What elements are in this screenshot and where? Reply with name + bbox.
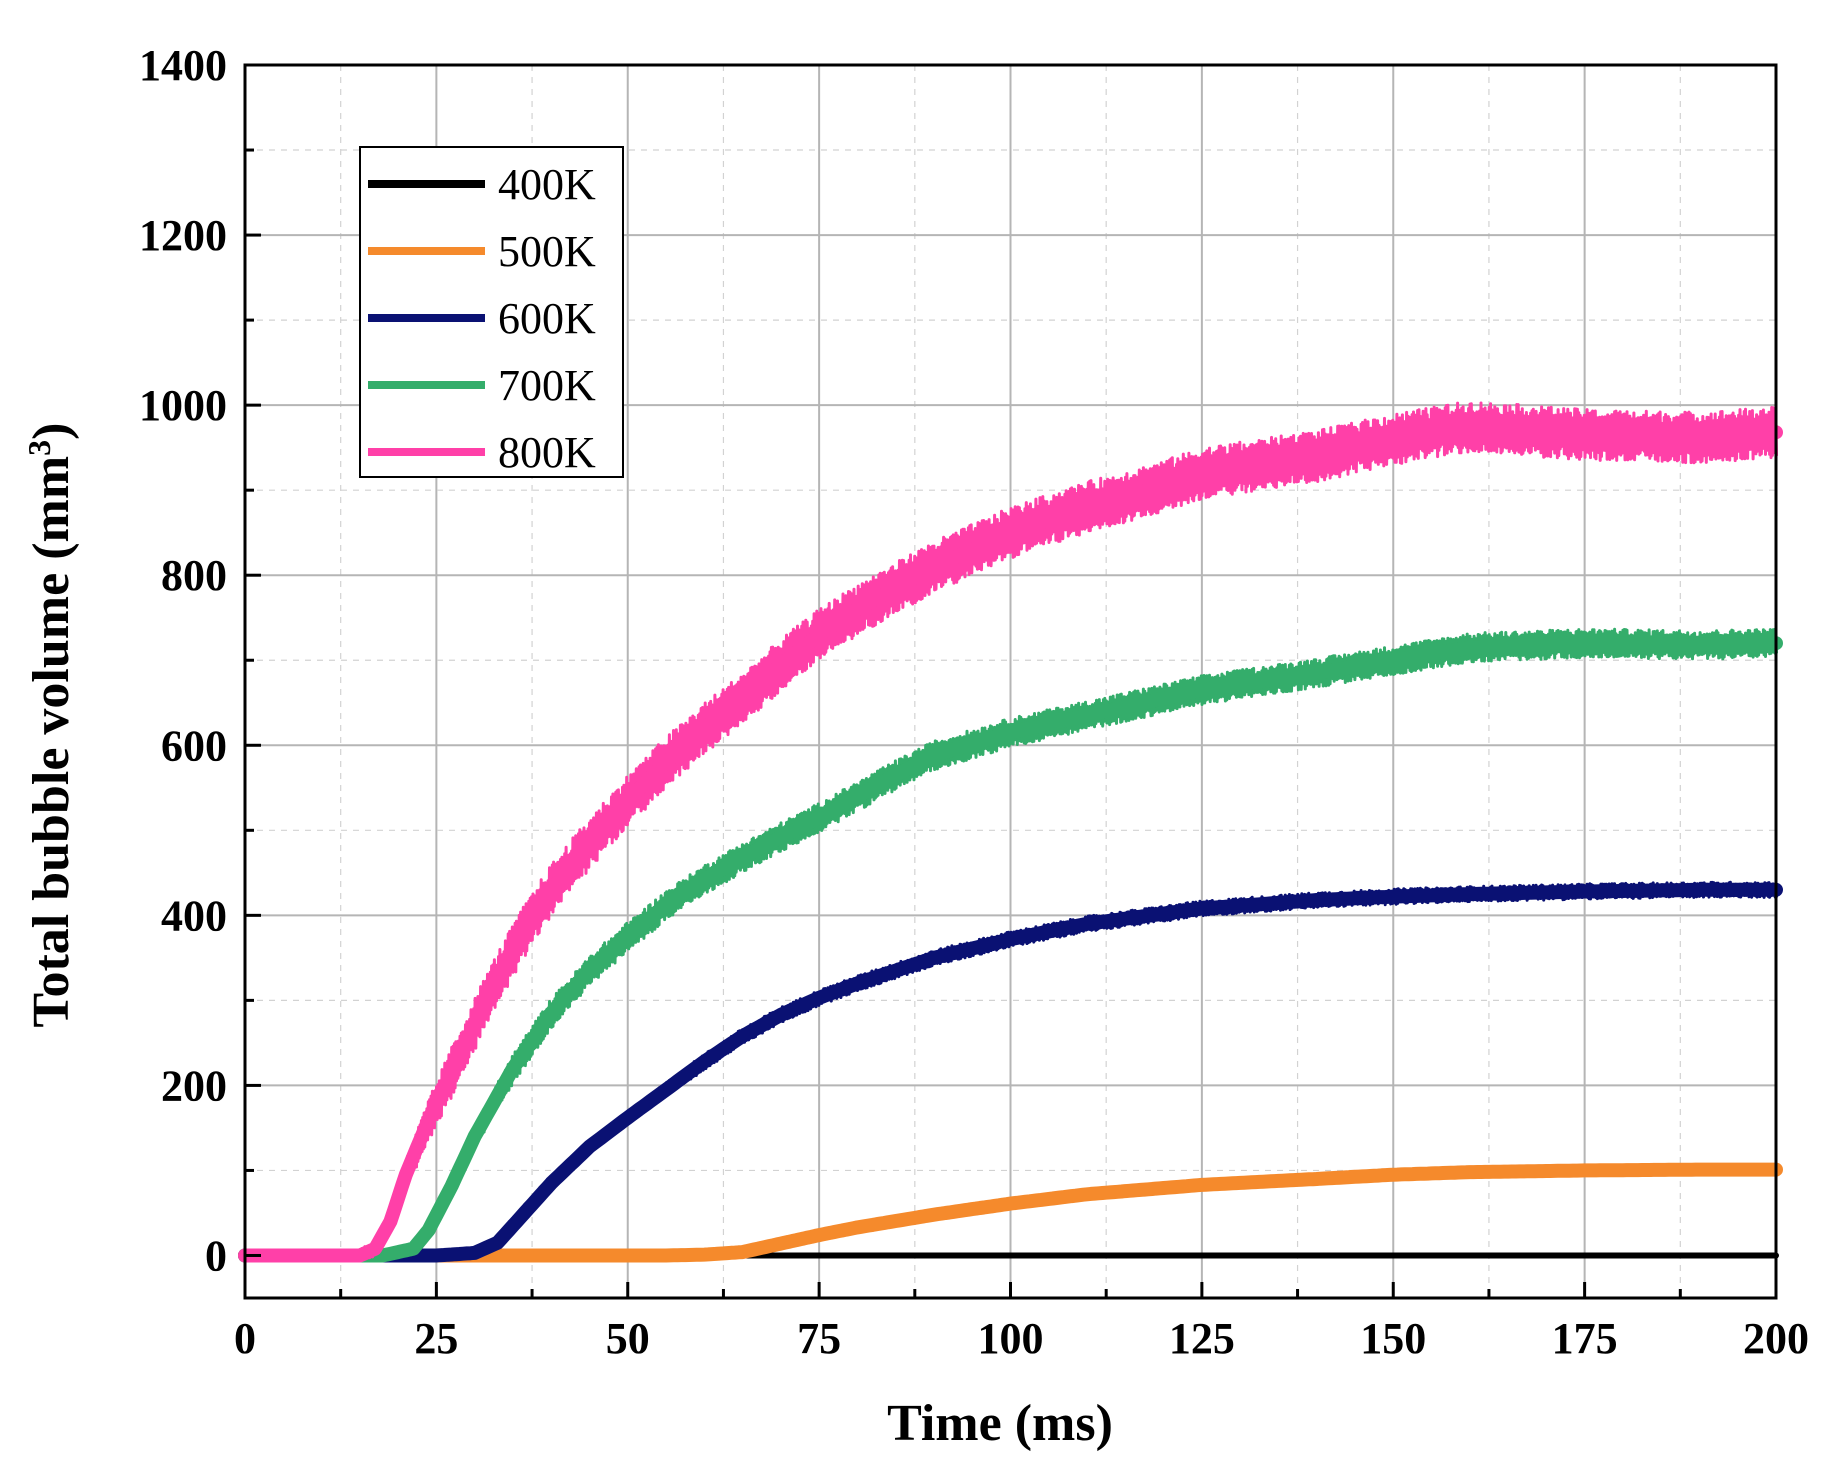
x-tick-label: 200 bbox=[1743, 1314, 1809, 1363]
x-axis-title: Time (ms) bbox=[887, 1395, 1113, 1452]
legend-label: 600K bbox=[498, 294, 596, 343]
y-tick-label: 600 bbox=[161, 721, 227, 770]
legend-label: 400K bbox=[498, 160, 596, 209]
legend-label: 500K bbox=[498, 227, 596, 276]
series-line-700K bbox=[238, 636, 1783, 1263]
legend-item-400K: 400K bbox=[368, 160, 596, 209]
x-tick-label: 125 bbox=[1169, 1314, 1235, 1363]
legend-item-800K: 800K bbox=[368, 428, 596, 477]
x-tick-label: 50 bbox=[606, 1314, 650, 1363]
y-tick-label: 1000 bbox=[139, 381, 227, 430]
legend-box bbox=[359, 146, 624, 478]
legend-item-600K: 600K bbox=[368, 294, 596, 343]
legend: 400K 500K 600K 700K 800K bbox=[359, 146, 624, 478]
y-tick-label: 1400 bbox=[139, 41, 227, 90]
series-layer bbox=[238, 401, 1783, 1263]
y-tick-label: 0 bbox=[205, 1231, 227, 1280]
y-tick-label: 1200 bbox=[139, 211, 227, 260]
x-tick-label: 150 bbox=[1360, 1314, 1426, 1363]
x-tick-label: 75 bbox=[797, 1314, 841, 1363]
x-tick-label: 25 bbox=[414, 1314, 458, 1363]
x-tick-label: 0 bbox=[234, 1314, 256, 1363]
x-tick-label: 100 bbox=[978, 1314, 1044, 1363]
series-800K bbox=[238, 401, 1783, 1263]
legend-label: 800K bbox=[498, 428, 596, 477]
x-tick-label: 175 bbox=[1552, 1314, 1618, 1363]
ticks: 0 25 50 75 100 125 150 175 200 0 200 400 600 800 1000 1… bbox=[139, 41, 1809, 1363]
y-axis-title-main: Total bubble volume (mm bbox=[23, 456, 80, 1028]
legend-item-700K: 700K bbox=[368, 361, 596, 410]
series-line-800K bbox=[238, 419, 1783, 1263]
y-axis-title: Total bubble volume (mm3) bbox=[21, 423, 80, 1028]
series-line-600K bbox=[238, 882, 1783, 1263]
y-tick-label: 400 bbox=[161, 891, 227, 940]
legend-label: 700K bbox=[498, 361, 596, 410]
series-line-500K bbox=[238, 1162, 1783, 1263]
y-tick-label: 800 bbox=[161, 551, 227, 600]
series-700K bbox=[238, 627, 1783, 1263]
y-axis-title-superscript: 3 bbox=[21, 440, 57, 456]
series-600K bbox=[238, 880, 1783, 1263]
legend-item-500K: 500K bbox=[368, 227, 596, 276]
series-500K bbox=[238, 1162, 1783, 1263]
y-axis-title-close: ) bbox=[23, 423, 80, 440]
y-tick-label: 200 bbox=[161, 1061, 227, 1110]
